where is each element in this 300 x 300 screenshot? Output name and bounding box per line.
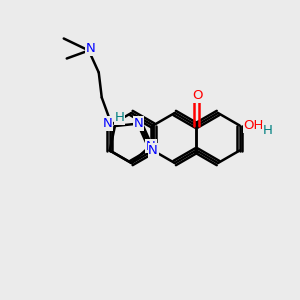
- Text: N: N: [148, 144, 158, 157]
- Text: N: N: [103, 117, 112, 130]
- Text: N: N: [134, 117, 144, 130]
- Text: H: H: [263, 124, 273, 137]
- Text: N: N: [86, 42, 96, 55]
- Text: O: O: [192, 89, 202, 102]
- Text: H: H: [115, 111, 125, 124]
- Text: OH: OH: [244, 119, 264, 132]
- Text: N: N: [146, 140, 156, 153]
